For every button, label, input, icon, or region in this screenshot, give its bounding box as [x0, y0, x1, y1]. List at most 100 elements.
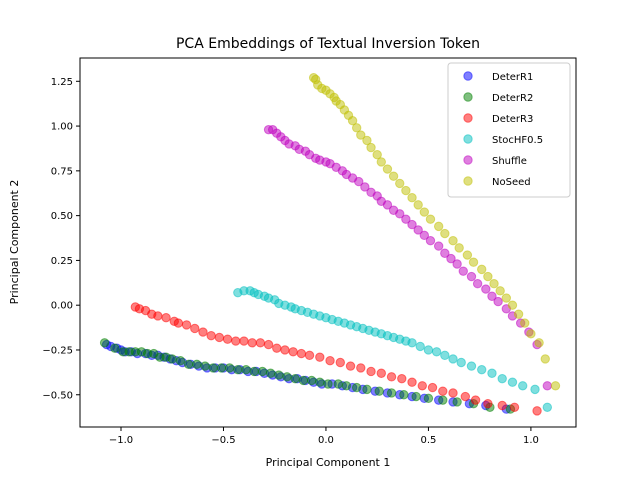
- data-point: [183, 359, 194, 370]
- data-point: [452, 259, 462, 269]
- data-point: [224, 363, 235, 373]
- data-point: [323, 379, 333, 389]
- data-point: [351, 382, 362, 393]
- data-point: [513, 309, 524, 319]
- data-point: [448, 388, 458, 398]
- data-point: [153, 311, 163, 321]
- data-point: [274, 370, 284, 380]
- series-deterr2: [99, 338, 516, 414]
- data-point: [526, 329, 536, 339]
- data-point: [460, 391, 471, 402]
- data-point: [440, 248, 450, 258]
- data-point: [440, 350, 450, 361]
- data-point: [362, 384, 372, 395]
- legend-marker: [463, 92, 473, 102]
- data-point: [280, 345, 290, 355]
- legend-marker: [463, 134, 473, 144]
- data-point: [382, 200, 393, 210]
- data-point: [255, 338, 266, 348]
- data-point: [241, 364, 251, 375]
- data-point: [360, 182, 370, 192]
- data-point: [470, 395, 481, 405]
- data-point: [341, 381, 352, 391]
- data-point: [315, 352, 325, 362]
- series-noseed: [308, 73, 561, 391]
- data-point: [477, 264, 487, 275]
- legend-label: NoSeed: [492, 177, 531, 188]
- series-deterr3: [130, 302, 542, 416]
- data-point: [425, 214, 436, 224]
- data-point: [417, 381, 427, 391]
- data-point: [200, 361, 210, 371]
- data-point: [351, 123, 362, 133]
- data-point: [362, 135, 372, 146]
- data-point: [419, 207, 430, 217]
- data-point: [487, 368, 497, 378]
- data-point: [272, 343, 282, 353]
- x-axis-label: Principal Component 1: [266, 456, 391, 469]
- data-point: [456, 357, 466, 368]
- data-point: [520, 318, 530, 328]
- y-tick-label: 0.50: [51, 211, 73, 222]
- data-point: [413, 225, 423, 235]
- data-point: [419, 230, 430, 241]
- data-point: [376, 157, 386, 167]
- data-point: [395, 178, 405, 189]
- data-point: [423, 345, 434, 355]
- data-point: [325, 356, 335, 366]
- legend: DeterR1 DeterR2 DeterR3 StocHF0.5 Shuffle NoS…: [447, 62, 571, 198]
- data-point: [468, 257, 479, 267]
- data-point: [550, 381, 561, 391]
- data-point: [530, 384, 540, 395]
- data-point: [495, 286, 505, 296]
- y-tick-label: 0.75: [51, 166, 73, 177]
- y-tick-label: −0.50: [42, 390, 73, 401]
- data-point: [99, 338, 110, 348]
- data-point: [540, 354, 550, 364]
- data-point: [239, 336, 249, 346]
- data-point: [345, 361, 356, 371]
- data-point: [374, 386, 384, 396]
- data-point: [493, 296, 503, 307]
- data-point: [366, 142, 376, 153]
- data-point: [487, 291, 497, 301]
- data-point: [386, 388, 397, 398]
- data-point: [395, 209, 405, 219]
- data-point: [181, 320, 192, 330]
- data-point: [249, 366, 259, 377]
- series-shuffle: [263, 124, 553, 391]
- data-point: [214, 332, 225, 343]
- data-point: [304, 350, 315, 361]
- data-point: [509, 402, 520, 412]
- data-point: [192, 359, 202, 370]
- data-point: [110, 343, 120, 353]
- series-stochf0-5: [233, 286, 553, 412]
- data-point: [356, 130, 366, 140]
- data-point: [497, 400, 507, 411]
- data-point: [222, 334, 233, 344]
- data-point: [542, 402, 553, 412]
- data-point: [489, 279, 499, 289]
- data-point: [216, 363, 227, 373]
- data-point: [458, 266, 468, 276]
- data-point: [466, 271, 477, 282]
- data-point: [532, 406, 542, 416]
- data-point: [466, 361, 477, 371]
- data-point: [462, 250, 473, 260]
- legend-marker: [463, 155, 473, 165]
- data-point: [333, 379, 343, 389]
- legend-marker: [463, 71, 473, 81]
- data-point: [446, 253, 456, 264]
- legend-label: DeterR1: [492, 72, 533, 83]
- data-point: [376, 368, 386, 378]
- data-point: [388, 171, 399, 181]
- data-point: [433, 221, 444, 232]
- data-point: [382, 164, 393, 174]
- data-point: [431, 347, 442, 357]
- data-point: [440, 228, 450, 239]
- data-point: [433, 241, 444, 251]
- data-point: [507, 300, 518, 310]
- data-point: [483, 271, 493, 282]
